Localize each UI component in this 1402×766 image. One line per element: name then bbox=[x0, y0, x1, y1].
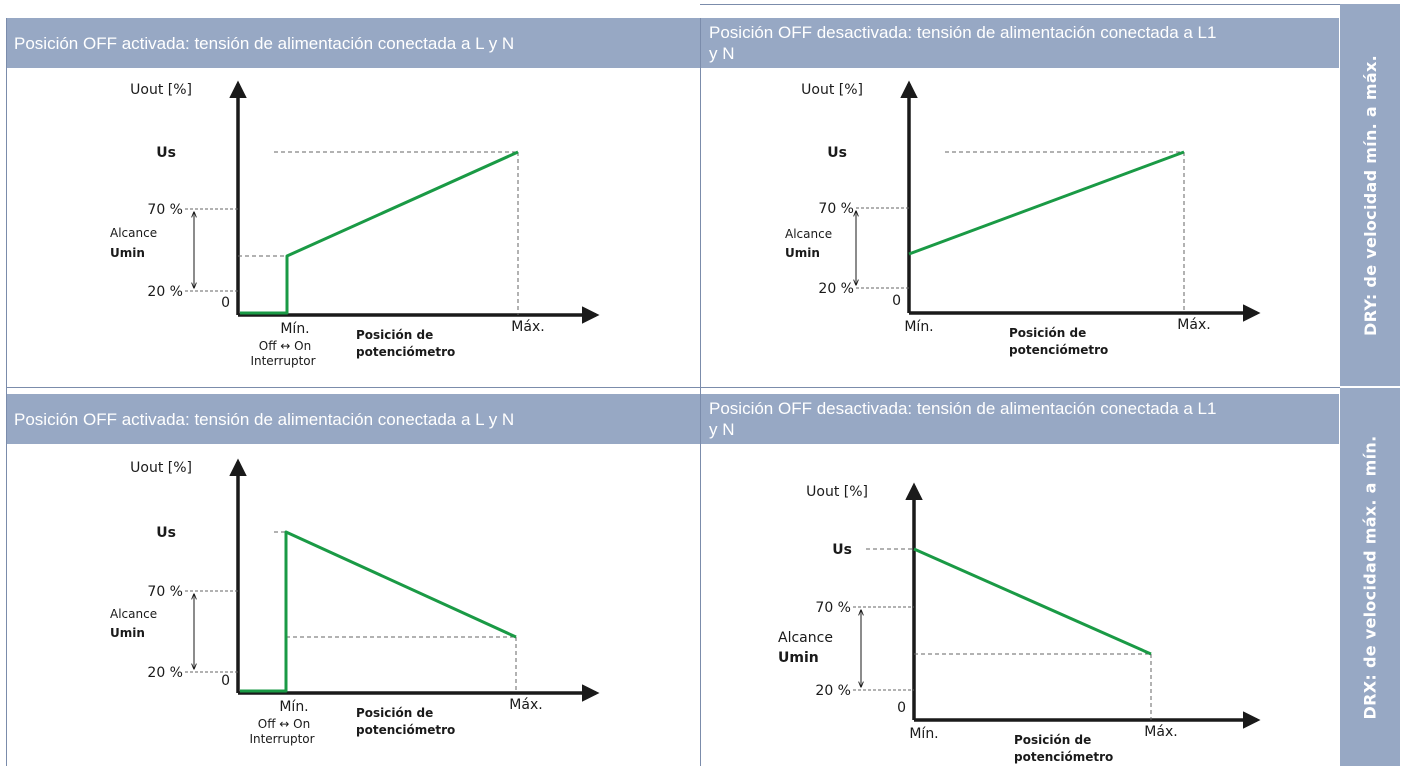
switch-name: Interruptor bbox=[249, 732, 314, 746]
y-axis-label: Uout [%] bbox=[801, 82, 863, 98]
x-axis-label-line1: Posición de bbox=[1009, 326, 1086, 340]
side-label-dry-text: DRY: de velocidad mín. a máx. bbox=[1360, 54, 1380, 336]
umin-label: Umin bbox=[110, 246, 145, 260]
zero-label: 0 bbox=[221, 673, 230, 689]
switch-label: Off ↔ On bbox=[259, 339, 311, 353]
us-tick-label: Us bbox=[156, 525, 176, 541]
us-tick-label: Us bbox=[156, 145, 176, 161]
chart-panel-dry-off-enabled: Uout [%] Us 70 % 20 % 0 Alcance Umin Mín. Máx. Po… bbox=[6, 68, 700, 387]
panel-header-text: Posición OFF desactivada: tensión de ali… bbox=[709, 399, 1217, 439]
y-axis-label: Uout [%] bbox=[130, 82, 192, 98]
chart-drx-off-disabled: Uout [%] Us 70 % 20 % 0 Alcance Umin Mín. Máx. Po… bbox=[778, 482, 1261, 764]
side-label-dry: DRY: de velocidad mín. a máx. bbox=[1340, 4, 1400, 386]
umin-label: Umin bbox=[110, 626, 145, 640]
zero-label: 0 bbox=[892, 293, 901, 309]
x-axis-label-line2: potenciómetro bbox=[356, 345, 455, 359]
zero-label: 0 bbox=[221, 295, 230, 311]
x-axis-label-line2: potenciómetro bbox=[1009, 343, 1108, 357]
range-label: Alcance bbox=[785, 227, 832, 241]
x-axis-label-line1: Posición de bbox=[1014, 733, 1091, 747]
chart-dry-off-disabled: Uout [%] Us 70 % 20 % 0 Alcance Umin Mín. Máx. Po… bbox=[785, 80, 1261, 357]
max-label: Máx. bbox=[1177, 317, 1210, 333]
pct20-tick-label: 20 % bbox=[815, 683, 851, 699]
pct20-tick-label: 20 % bbox=[147, 284, 183, 300]
zero-label: 0 bbox=[897, 700, 906, 716]
us-tick-label: Us bbox=[827, 145, 847, 161]
pct70-tick-label: 70 % bbox=[818, 201, 854, 217]
output-curve bbox=[913, 547, 1152, 656]
row-divider bbox=[6, 387, 1340, 388]
pct70-tick-label: 70 % bbox=[147, 202, 183, 218]
pct20-tick-label: 20 % bbox=[818, 281, 854, 297]
output-curve bbox=[908, 150, 1185, 256]
top-border bbox=[700, 4, 1340, 5]
chart-panel-drx-off-disabled: Uout [%] Us 70 % 20 % 0 Alcance Umin Mín. Máx. Po… bbox=[701, 444, 1339, 766]
us-tick-label: Us bbox=[832, 542, 852, 558]
left-border bbox=[6, 18, 7, 766]
range-label: Alcance bbox=[110, 226, 157, 240]
pct20-tick-label: 20 % bbox=[147, 665, 183, 681]
output-curve bbox=[240, 530, 517, 693]
panel-header-text: Posición OFF desactivada: tensión de ali… bbox=[709, 23, 1217, 63]
umin-label: Umin bbox=[778, 650, 819, 666]
chart-panel-drx-off-enabled: Uout [%] Us 70 % 20 % 0 Alcance Umin Mín. Máx. Po… bbox=[6, 444, 700, 766]
max-label: Máx. bbox=[509, 697, 542, 713]
pct70-tick-label: 70 % bbox=[147, 584, 183, 600]
x-axis-label-line2: potenciómetro bbox=[356, 723, 455, 737]
panel-header-drx-off-enabled: Posición OFF activada: tensión de alimen… bbox=[6, 394, 700, 444]
min-label: Mín. bbox=[279, 699, 308, 715]
middle-divider bbox=[700, 18, 701, 766]
panel-header-dry-off-disabled: Posición OFF desactivada: tensión de ali… bbox=[701, 18, 1339, 68]
side-label-drx: DRX: de velocidad máx. a mín. bbox=[1340, 388, 1400, 766]
panel-header-text: Posición OFF activada: tensión de alimen… bbox=[14, 33, 515, 53]
chart-panel-dry-off-disabled: Uout [%] Us 70 % 20 % 0 Alcance Umin Mín. Máx. Po… bbox=[701, 68, 1339, 387]
range-label: Alcance bbox=[110, 607, 157, 621]
switch-label: Off ↔ On bbox=[258, 717, 310, 731]
range-label: Alcance bbox=[778, 630, 833, 646]
diagram-table: Posición OFF activada: tensión de alimen… bbox=[6, 4, 1400, 766]
x-axis-label-line1: Posición de bbox=[356, 328, 433, 342]
x-axis-label-line1: Posición de bbox=[356, 706, 433, 720]
side-label-drx-text: DRX: de velocidad máx. a mín. bbox=[1360, 435, 1380, 719]
y-axis-label: Uout [%] bbox=[130, 460, 192, 476]
chart-drx-off-enabled: Uout [%] Us 70 % 20 % 0 Alcance Umin Mín. Máx. Po… bbox=[110, 458, 600, 746]
panel-header-drx-off-disabled: Posición OFF desactivada: tensión de ali… bbox=[701, 394, 1339, 444]
pct70-tick-label: 70 % bbox=[815, 600, 851, 616]
switch-name: Interruptor bbox=[250, 354, 315, 368]
max-label: Máx. bbox=[1144, 724, 1177, 740]
max-label: Máx. bbox=[511, 319, 544, 335]
chart-dry-off-enabled: Uout [%] Us 70 % 20 % 0 Alcance Umin Mín. Máx. Po… bbox=[110, 80, 600, 368]
y-axis-label: Uout [%] bbox=[806, 484, 868, 500]
output-curve bbox=[240, 150, 519, 315]
panel-header-text: Posición OFF activada: tensión de alimen… bbox=[14, 409, 515, 429]
min-label: Mín. bbox=[909, 726, 938, 742]
min-label: Mín. bbox=[280, 321, 309, 337]
x-axis-label-line2: potenciómetro bbox=[1014, 750, 1113, 764]
umin-label: Umin bbox=[785, 246, 820, 260]
panel-header-dry-off-enabled: Posición OFF activada: tensión de alimen… bbox=[6, 18, 700, 68]
min-label: Mín. bbox=[904, 319, 933, 335]
